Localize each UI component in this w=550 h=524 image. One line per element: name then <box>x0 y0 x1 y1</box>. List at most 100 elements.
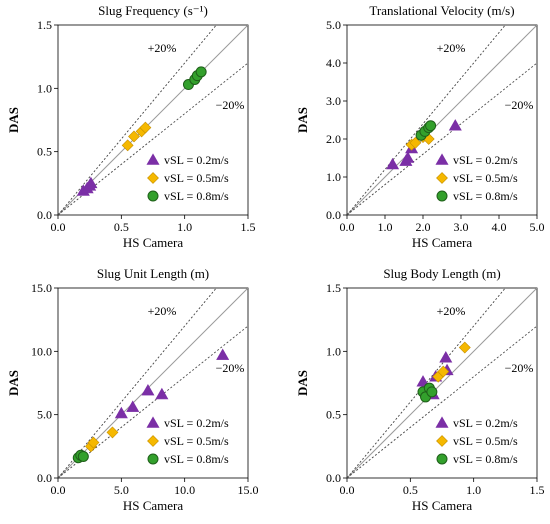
data-point-triangle <box>114 406 128 419</box>
legend-label: vSL = 0.8m/s <box>164 189 229 203</box>
y-tick-label: 5.0 <box>37 408 52 422</box>
chart-title: Slug Body Length (m) <box>383 266 500 281</box>
x-tick-label: 2.0 <box>416 220 431 234</box>
data-point-triangle <box>84 176 98 189</box>
y-tick-label: 3.0 <box>326 94 341 108</box>
minus-20-line <box>58 325 248 478</box>
legend: vSL = 0.2m/s vSL = 0.5m/s vSL = 0.8m/s <box>435 416 518 466</box>
data-point-triangle <box>416 375 430 387</box>
y-axis-label: DAS <box>295 370 310 396</box>
plus-20-line <box>58 25 217 215</box>
legend-label: vSL = 0.2m/s <box>453 416 518 430</box>
plot-frame <box>346 24 538 216</box>
plot-frame <box>57 287 249 479</box>
x-tick-label: 4.0 <box>492 220 507 234</box>
legend-marker-triangle <box>435 416 449 428</box>
y-tick-label: 0.5 <box>326 408 341 422</box>
legend-marker-diamond <box>147 435 159 447</box>
data-point-triangle <box>448 119 462 131</box>
legend-label: vSL = 0.5m/s <box>453 171 518 185</box>
y-tick-label: 1.5 <box>326 281 341 295</box>
y-tick-label: 1.0 <box>326 344 341 358</box>
legend-marker-circle <box>147 453 159 465</box>
data-point-diamond <box>128 130 140 143</box>
data-point-circle <box>426 386 438 398</box>
y-axis-label: DAS <box>6 370 21 396</box>
data-point-triangle <box>141 383 155 396</box>
legend: vSL = 0.2m/s vSL = 0.5m/s vSL = 0.8m/s <box>435 153 518 203</box>
chart-panel-3: 0.0 5.0 10.0 15.0 0.0 5.0 10.0 15.0 Slug Unit Le… <box>6 266 259 513</box>
x-tick-label: 1.0 <box>177 220 192 234</box>
data-point-circle <box>195 66 207 78</box>
legend-marker-triangle <box>435 153 449 165</box>
legend-label: vSL = 0.5m/s <box>164 434 229 448</box>
y-tick-label: 5.0 <box>326 18 341 32</box>
data-point-circle <box>77 450 89 462</box>
legend-label: vSL = 0.2m/s <box>453 153 518 167</box>
reference-lines <box>347 25 537 215</box>
x-tick-label: 1.5 <box>241 220 256 234</box>
minus-20-line <box>347 325 537 478</box>
chart-panel-4: 0.0 0.5 1.0 1.5 0.0 0.5 1.0 1.5 Slug Body Length… <box>295 266 545 513</box>
legend-marker-triangle <box>146 153 160 165</box>
data-point-diamond <box>106 426 119 439</box>
x-tick-label: 0.5 <box>403 483 418 497</box>
y-tick-label: 0.0 <box>326 208 341 222</box>
legend-label: vSL = 0.8m/s <box>453 452 518 466</box>
y-axis-label: DAS <box>6 107 21 133</box>
x-tick-label: 0.0 <box>51 483 66 497</box>
x-tick-label: 5.0 <box>530 220 545 234</box>
y-axis-label: DAS <box>295 107 310 133</box>
data-point-diamond <box>139 121 152 134</box>
data-point-triangle <box>401 151 415 163</box>
y-tick-label: 10.0 <box>31 344 52 358</box>
x-tick-label: 1.0 <box>378 220 393 234</box>
legend-marker-diamond <box>147 172 159 184</box>
data-point-triangle <box>216 348 230 360</box>
plus-20-label: +20% <box>148 304 177 318</box>
plus-20-line <box>347 288 506 478</box>
chart-panel-1: 0.0 0.5 1.0 1.5 0.0 0.5 1.0 1.5 Slug Frequency (… <box>6 3 256 250</box>
legend: vSL = 0.2m/s vSL = 0.5m/s vSL = 0.8m/s <box>146 416 229 466</box>
x-axis-label: HS Camera <box>123 235 184 250</box>
plus-20-label: +20% <box>437 304 466 318</box>
legend-marker-triangle <box>146 416 160 428</box>
chart-title: Translational Velocity (m/s) <box>369 3 514 18</box>
plus-20-label: +20% <box>148 41 177 55</box>
x-tick-label: 15.0 <box>238 483 259 497</box>
plus-20-line <box>347 25 506 215</box>
y-tick-label: 0.0 <box>37 471 52 485</box>
data-point-diamond <box>87 436 100 449</box>
x-tick-label: 3.0 <box>454 220 469 234</box>
chart-title: Slug Unit Length (m) <box>97 266 209 281</box>
y-tick-label: 1.0 <box>326 170 341 184</box>
y-tick-label: 0.0 <box>37 208 52 222</box>
legend-marker-circle <box>436 453 448 465</box>
minus-20-line <box>347 62 537 215</box>
legend-marker-circle <box>436 190 448 202</box>
plot-frame <box>57 24 249 216</box>
minus-20-label: −20% <box>505 361 534 375</box>
legend-label: vSL = 0.2m/s <box>164 416 229 430</box>
legend-label: vSL = 0.8m/s <box>453 189 518 203</box>
x-tick-label: 5.0 <box>114 483 129 497</box>
chart-panel-2: 0.0 1.0 2.0 3.0 4.0 5.0 0.0 1.0 2.0 3.0 4.0 5.0 Tran… <box>295 3 545 250</box>
x-tick-label: 1.0 <box>466 483 481 497</box>
legend-marker-diamond <box>436 172 448 184</box>
data-point-diamond <box>437 365 450 378</box>
data-point-triangle <box>386 157 400 170</box>
x-tick-label: 0.0 <box>51 220 66 234</box>
x-axis-label: HS Camera <box>412 235 473 250</box>
legend-marker-diamond <box>436 435 448 447</box>
legend-marker-circle <box>147 190 159 202</box>
x-axis-label: HS Camera <box>123 498 184 513</box>
data-point-diamond <box>458 341 471 354</box>
x-tick-label: 0.0 <box>340 483 355 497</box>
data-points <box>72 348 230 464</box>
data-point-diamond <box>121 139 134 152</box>
data-points <box>386 119 462 170</box>
legend: vSL = 0.2m/s vSL = 0.5m/s vSL = 0.8m/s <box>146 153 229 203</box>
legend-label: vSL = 0.8m/s <box>164 452 229 466</box>
x-tick-label: 10.0 <box>174 483 195 497</box>
